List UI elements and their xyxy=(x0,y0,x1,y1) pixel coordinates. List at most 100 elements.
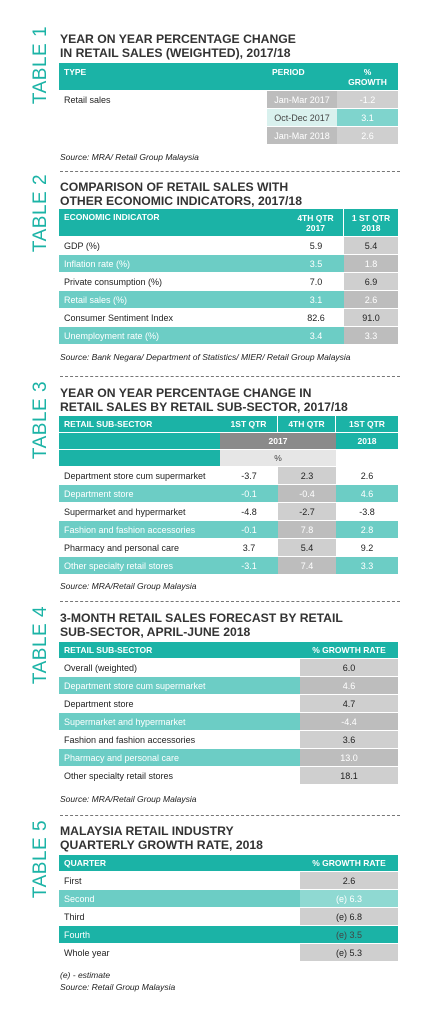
growth-value: 3.6 xyxy=(300,731,398,749)
period-header: PERIOD xyxy=(267,63,337,91)
table-row: Oct-Dec 2017 3.1 xyxy=(59,109,398,127)
table-row: Retail sales (%) 3.1 2.6 xyxy=(59,291,398,309)
indicator-name: Consumer Sentiment Index xyxy=(59,309,288,327)
q1-2018-value: -3.8 xyxy=(336,503,398,521)
table5-section: TABLE 5 MALAYSIA RETAIL INDUSTRY QUARTER… xyxy=(0,816,433,1024)
subsector-name: Fashion and fashion accessories xyxy=(59,521,220,539)
growth-value: 4.7 xyxy=(300,695,398,713)
q1-2017-value: -3.7 xyxy=(220,467,278,485)
q1-2017-value: -3.1 xyxy=(220,557,278,575)
q1-2018-value: 4.6 xyxy=(336,485,398,503)
subsector-name: Pharmacy and personal care xyxy=(59,539,220,557)
growth-value: 13.0 xyxy=(300,749,398,767)
growth-value: 4.6 xyxy=(300,677,398,695)
table-row: Department store cum supermarket 4.6 xyxy=(59,677,398,695)
empty-cell xyxy=(59,450,220,467)
empty-cell xyxy=(59,127,267,145)
empty-cell xyxy=(336,450,398,467)
growth-value: (e) 5.3 xyxy=(300,944,398,962)
table-row: Private consumption (%) 7.0 6.9 xyxy=(59,273,398,291)
table4-section: TABLE 4 3-MONTH RETAIL SALES FORECAST BY… xyxy=(0,602,433,812)
table1-section: TABLE 1 YEAR ON YEAR PERCENTAGE CHANGE I… xyxy=(0,0,433,170)
table-row: Whole year (e) 5.3 xyxy=(59,944,398,962)
growth-rate-header: % GROWTH RATE xyxy=(300,642,398,659)
table4-header: RETAIL SUB-SECTOR % GROWTH RATE xyxy=(59,642,398,659)
table-row: Fashion and fashion accessories -0.1 7.8… xyxy=(59,521,398,539)
table2-label: TABLE 2 xyxy=(30,173,52,253)
indicator-name: GDP (%) xyxy=(59,237,288,255)
growth-value: 2.6 xyxy=(300,872,398,890)
table3-title: YEAR ON YEAR PERCENTAGE CHANGE IN RETAIL… xyxy=(60,386,348,414)
subsector-name: Other specialty retail stores xyxy=(59,557,220,575)
period-cell: Jan-Mar 2017 xyxy=(267,91,337,109)
table-row: Jan-Mar 2018 2.6 xyxy=(59,127,398,145)
table2-grid: ECONOMIC INDICATOR 4TH QTR 2017 1 ST QTR 2… xyxy=(59,209,398,345)
q1-2018-value: 3.3 xyxy=(336,557,398,575)
table3-source: Source: MRA/Retail Group Malaysia xyxy=(60,581,197,591)
table-row: Other specialty retail stores 18.1 xyxy=(59,767,398,785)
q4-2017-header: 4TH QTR 2017 xyxy=(288,209,344,237)
table-row: Unemployment rate (%) 3.4 3.3 xyxy=(59,327,398,345)
table3-section: TABLE 3 YEAR ON YEAR PERCENTAGE CHANGE I… xyxy=(0,377,433,602)
indicator-name: Inflation rate (%) xyxy=(59,255,288,273)
table-row: Department store cum supermarket -3.7 2.… xyxy=(59,467,398,485)
table2-source: Source: Bank Negara/ Department of Stati… xyxy=(60,352,351,362)
subsector-name: Other specialty retail stores xyxy=(59,767,300,785)
q4-value: 5.9 xyxy=(288,237,344,255)
table1-header: TYPE PERIOD % GROWTH xyxy=(59,63,398,91)
divider xyxy=(60,601,400,602)
q1-value: 2.6 xyxy=(344,291,398,309)
growth-value: 6.0 xyxy=(300,659,398,677)
indicator-name: Retail sales (%) xyxy=(59,291,288,309)
q1-2017-value: 3.7 xyxy=(220,539,278,557)
table4-title: 3-MONTH RETAIL SALES FORECAST BY RETAIL … xyxy=(60,611,343,639)
q4-value: 3.4 xyxy=(288,327,344,345)
table4-label: TABLE 4 xyxy=(30,605,52,685)
q4-2017-value: 7.4 xyxy=(278,557,336,575)
table-row: Inflation rate (%) 3.5 1.8 xyxy=(59,255,398,273)
table-row: Pharmacy and personal care 3.7 5.4 9.2 xyxy=(59,539,398,557)
year-2018-header: 2018 xyxy=(336,433,398,450)
table-row: Fourth (e) 3.5 xyxy=(59,926,398,944)
table-row: Third (e) 6.8 xyxy=(59,908,398,926)
subsector-name: Department store cum supermarket xyxy=(59,467,220,485)
table2-title: COMPARISON OF RETAIL SALES WITH OTHER EC… xyxy=(60,180,302,208)
year-2017-header: 2017 xyxy=(220,433,336,450)
subsector-header: RETAIL SUB-SECTOR xyxy=(59,642,300,659)
table3-label: TABLE 3 xyxy=(30,380,52,460)
table-row: Supermarket and hypermarket -4.4 xyxy=(59,713,398,731)
subsector-header: RETAIL SUB-SECTOR xyxy=(59,416,220,433)
table3-grid: RETAIL SUB-SECTOR 1ST QTR 4TH QTR 1ST QT… xyxy=(59,416,398,575)
table1-grid: TYPE PERIOD % GROWTH Retail sales Jan-Ma… xyxy=(59,63,398,145)
table5-header: QUARTER % GROWTH RATE xyxy=(59,855,398,872)
subsector-name: Fashion and fashion accessories xyxy=(59,731,300,749)
table1-title: YEAR ON YEAR PERCENTAGE CHANGE IN RETAIL… xyxy=(60,32,296,60)
divider xyxy=(60,815,400,816)
table-row: Other specialty retail stores -3.1 7.4 3… xyxy=(59,557,398,575)
empty-cell xyxy=(59,109,267,127)
q1-value: 1.8 xyxy=(344,255,398,273)
table3-header-row3: % xyxy=(59,450,398,467)
q1-value: 6.9 xyxy=(344,273,398,291)
subsector-name: Supermarket and hypermarket xyxy=(59,503,220,521)
table-row: Second (e) 6.3 xyxy=(59,890,398,908)
quarter-name: First xyxy=(59,872,300,890)
period-cell: Oct-Dec 2017 xyxy=(267,109,337,127)
type-header: TYPE xyxy=(59,63,267,91)
indicator-name: Unemployment rate (%) xyxy=(59,327,288,345)
table5-grid: QUARTER % GROWTH RATE First 2.6 Second (… xyxy=(59,855,398,962)
q4-2017-value: -0.4 xyxy=(278,485,336,503)
indicator-header: ECONOMIC INDICATOR xyxy=(59,209,288,237)
empty-cell xyxy=(59,433,220,450)
indicator-name: Private consumption (%) xyxy=(59,273,288,291)
q4-value: 7.0 xyxy=(288,273,344,291)
subsector-name: Department store xyxy=(59,695,300,713)
table-row: Pharmacy and personal care 13.0 xyxy=(59,749,398,767)
subsector-name: Overall (weighted) xyxy=(59,659,300,677)
q1-2017-value: -4.8 xyxy=(220,503,278,521)
table3-header-row1: RETAIL SUB-SECTOR 1ST QTR 4TH QTR 1ST QT… xyxy=(59,416,398,433)
table5-title: MALAYSIA RETAIL INDUSTRY QUARTERLY GROWT… xyxy=(60,824,263,852)
table5-note: (e) - estimate xyxy=(60,970,111,980)
growth-cell: -1.2 xyxy=(337,91,398,109)
table-row: Retail sales Jan-Mar 2017 -1.2 xyxy=(59,91,398,109)
